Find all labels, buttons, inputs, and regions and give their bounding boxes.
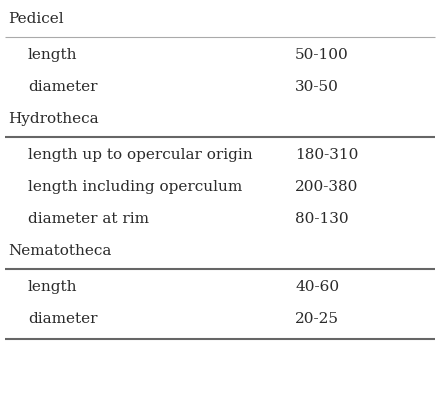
Text: length: length bbox=[28, 279, 77, 293]
Text: diameter at rim: diameter at rim bbox=[28, 211, 149, 225]
Text: diameter: diameter bbox=[28, 80, 97, 94]
Text: Hydrotheca: Hydrotheca bbox=[8, 112, 99, 126]
Text: length up to opercular origin: length up to opercular origin bbox=[28, 148, 253, 162]
Text: 180-310: 180-310 bbox=[295, 148, 358, 162]
Text: 40-60: 40-60 bbox=[295, 279, 339, 293]
Text: Nematotheca: Nematotheca bbox=[8, 243, 111, 257]
Text: length including operculum: length including operculum bbox=[28, 180, 242, 193]
Text: diameter: diameter bbox=[28, 311, 97, 325]
Text: 30-50: 30-50 bbox=[295, 80, 339, 94]
Text: Pedicel: Pedicel bbox=[8, 12, 64, 26]
Text: 80-130: 80-130 bbox=[295, 211, 348, 225]
Text: 200-380: 200-380 bbox=[295, 180, 358, 193]
Text: 20-25: 20-25 bbox=[295, 311, 339, 325]
Text: 50-100: 50-100 bbox=[295, 48, 349, 62]
Text: length: length bbox=[28, 48, 77, 62]
